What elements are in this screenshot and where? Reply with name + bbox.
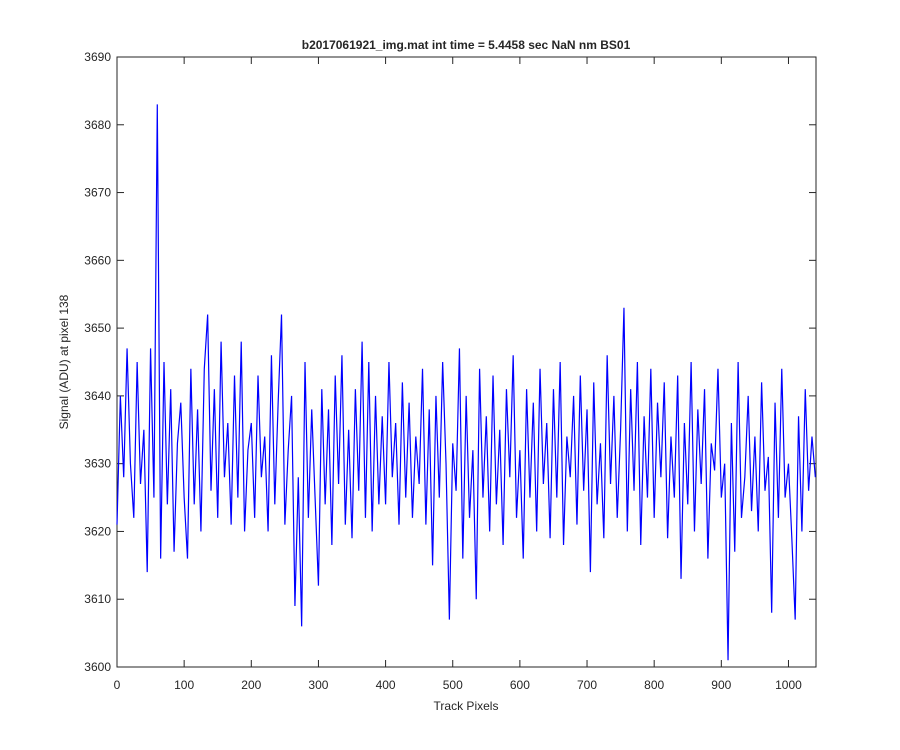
- x-tick-label: 100: [174, 678, 194, 692]
- y-tick-label: 3610: [84, 592, 111, 606]
- y-tick-label: 3690: [84, 50, 111, 64]
- y-tick-label: 3640: [84, 389, 111, 403]
- x-axis-label: Track Pixels: [434, 699, 499, 713]
- y-tick-label: 3670: [84, 186, 111, 200]
- y-tick-label: 3600: [84, 660, 111, 674]
- x-tick-label: 0: [114, 678, 121, 692]
- y-tick-label: 3680: [84, 118, 111, 132]
- plot-box: [116, 56, 817, 668]
- y-tick-label: 3630: [84, 457, 111, 471]
- x-tick-label: 600: [510, 678, 530, 692]
- x-tick-label: 700: [577, 678, 597, 692]
- x-tick-label: 500: [443, 678, 463, 692]
- chart-title: b2017061921_img.mat int time = 5.4458 se…: [302, 38, 631, 52]
- y-tick-label: 3660: [84, 253, 111, 267]
- y-axis-label: Signal (ADU) at pixel 138: [57, 294, 71, 429]
- x-tick-label: 200: [241, 678, 261, 692]
- data-line: [116, 104, 816, 661]
- x-tick-label: 400: [376, 678, 396, 692]
- x-tick-label: 800: [644, 678, 664, 692]
- y-tick-label: 3620: [84, 524, 111, 538]
- x-tick-label: 300: [308, 678, 328, 692]
- x-tick-label: 1000: [775, 678, 802, 692]
- y-tick-label: 3650: [84, 321, 111, 335]
- x-tick-label: 900: [711, 678, 731, 692]
